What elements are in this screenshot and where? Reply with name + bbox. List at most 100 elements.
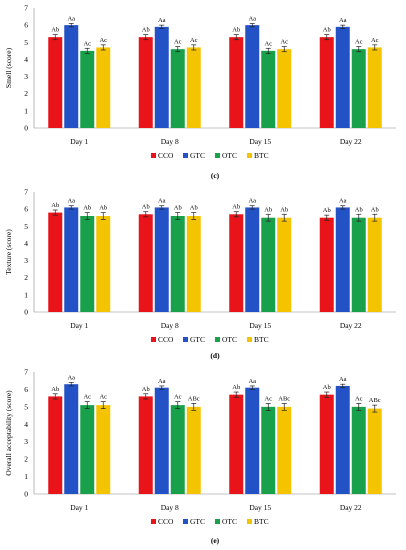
- bar-otc: [80, 405, 95, 494]
- bar-btc: [96, 405, 111, 494]
- significance-label: Ab: [232, 27, 240, 34]
- significance-label: Ab: [280, 206, 288, 213]
- bar-otc: [351, 49, 366, 129]
- bar-cco: [138, 37, 153, 129]
- legend-swatch-cco: [151, 519, 156, 524]
- chart-panel-0: 0 1 2 3 4 5 6 7 Smell (score) Ab Aa Ac Ac Day 1 Ab Aa Ac…: [4, 4, 396, 180]
- x-tick-label: Day 15: [249, 321, 271, 330]
- y-tick-label: 6: [24, 385, 28, 394]
- significance-label: Aa: [158, 378, 166, 385]
- significance-label: Ab: [323, 27, 331, 34]
- y-tick-label: 5: [24, 222, 28, 231]
- legend-label-btc: BTC: [254, 517, 269, 526]
- x-tick-label: Day 8: [161, 503, 179, 512]
- significance-label: Ab: [232, 384, 240, 391]
- significance-label: Ab: [99, 205, 107, 212]
- x-tick-label: Day 22: [340, 137, 362, 146]
- significance-label: Ab: [51, 27, 59, 34]
- y-axis-title: Texture (score): [4, 229, 13, 275]
- significance-label: Aa: [339, 198, 347, 205]
- significance-label: Ab: [142, 27, 150, 34]
- bar-otc: [261, 50, 276, 128]
- legend-label-gtc: GTC: [190, 517, 205, 526]
- significance-label: ABc: [278, 395, 290, 402]
- bar-gtc: [64, 25, 79, 129]
- bar-otc: [80, 216, 95, 312]
- x-tick-label: Day 15: [249, 503, 271, 512]
- significance-label: Aa: [248, 15, 256, 22]
- significance-label: Aa: [67, 198, 75, 205]
- x-tick-label: Day 22: [340, 503, 362, 512]
- x-tick-label: Day 1: [70, 503, 88, 512]
- bar-btc: [186, 47, 201, 128]
- significance-label: Ac: [371, 37, 379, 44]
- bar-cco: [48, 212, 63, 312]
- y-axis-title: Overall acceptability (score): [4, 390, 13, 476]
- bar-cco: [229, 37, 244, 129]
- legend-label-otc: OTC: [222, 517, 237, 526]
- bar-gtc: [154, 387, 169, 494]
- bar-cco: [48, 37, 63, 129]
- bar-gtc: [154, 26, 169, 128]
- significance-label: Aa: [248, 198, 256, 205]
- bar-btc: [186, 216, 201, 312]
- legend-swatch-gtc: [183, 519, 188, 524]
- legend-swatch-otc: [215, 153, 220, 158]
- legend-swatch-cco: [151, 337, 156, 342]
- significance-label: Aa: [158, 17, 166, 24]
- legend-label-cco: CCO: [158, 151, 174, 160]
- bar-otc: [351, 217, 366, 312]
- y-tick-label: 2: [24, 455, 28, 464]
- significance-label: Ab: [264, 206, 272, 213]
- y-tick-label: 0: [24, 308, 28, 317]
- y-tick-label: 4: [24, 239, 28, 248]
- bar-btc: [367, 47, 382, 128]
- bar-btc: [186, 406, 201, 494]
- significance-label: Ac: [264, 395, 272, 402]
- bar-btc: [367, 408, 382, 494]
- bar-gtc: [64, 384, 79, 494]
- significance-label: Ab: [323, 384, 331, 391]
- bar-btc: [277, 217, 292, 312]
- y-tick-label: 3: [24, 256, 28, 265]
- y-tick-label: 0: [24, 124, 28, 133]
- significance-label: Ac: [190, 37, 198, 44]
- legend-swatch-btc: [247, 519, 252, 524]
- significance-label: Ac: [355, 39, 363, 46]
- y-tick-label: 4: [24, 55, 28, 64]
- significance-label: Ac: [174, 39, 182, 46]
- significance-label: Ac: [83, 40, 91, 47]
- significance-label: Aa: [158, 198, 166, 205]
- legend-swatch-otc: [215, 337, 220, 342]
- bar-otc: [351, 406, 366, 494]
- x-tick-label: Day 22: [340, 321, 362, 330]
- bar-btc: [96, 216, 111, 312]
- bar-otc: [170, 405, 185, 494]
- significance-label: Ac: [99, 37, 107, 44]
- y-tick-label: 3: [24, 72, 28, 81]
- bar-otc: [261, 217, 276, 312]
- significance-label: ABc: [369, 397, 381, 404]
- chart-panel-1: 0 1 2 3 4 5 6 7 Texture (score) Ab Aa Ab Ab Day 1 Ab Aa…: [4, 188, 396, 360]
- bar-otc: [80, 50, 95, 128]
- bar-otc: [170, 49, 185, 129]
- y-tick-label: 7: [24, 188, 28, 197]
- legend-swatch-otc: [215, 519, 220, 524]
- significance-label: Ab: [142, 204, 150, 211]
- significance-label: Aa: [67, 15, 75, 22]
- x-tick-label: Day 8: [161, 321, 179, 330]
- y-tick-label: 7: [24, 4, 28, 13]
- legend-label-cco: CCO: [158, 517, 174, 526]
- y-tick-label: 2: [24, 89, 28, 98]
- legend-label-otc: OTC: [222, 151, 237, 160]
- y-tick-label: 7: [24, 368, 28, 377]
- y-tick-label: 1: [24, 106, 28, 115]
- bar-gtc: [64, 207, 79, 312]
- bar-btc: [96, 47, 111, 128]
- bar-otc: [261, 406, 276, 494]
- significance-label: Ac: [174, 394, 182, 401]
- significance-label: Ac: [280, 39, 288, 46]
- significance-label: Ab: [323, 207, 331, 214]
- x-tick-label: Day 8: [161, 137, 179, 146]
